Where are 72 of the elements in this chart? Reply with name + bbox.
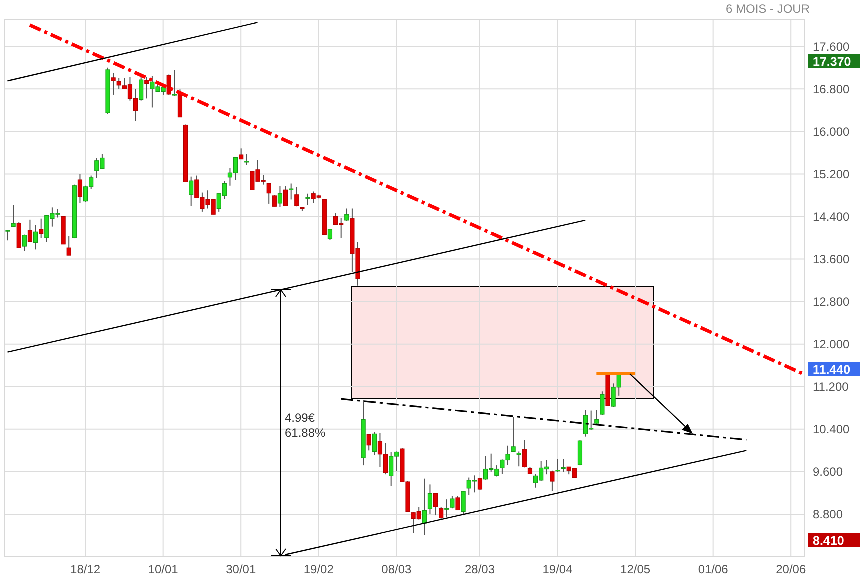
y-tick-label: 16.000: [813, 124, 850, 139]
candlestick: [600, 391, 605, 416]
candlestick: [556, 458, 560, 473]
candlestick: [78, 174, 83, 204]
chart-subtitle: 6 MOIS - JOUR: [726, 2, 810, 16]
candlestick: [33, 224, 38, 250]
candlestick: [306, 193, 310, 206]
annotation: 4.99€: [285, 411, 316, 425]
candlestick: [6, 230, 10, 242]
candlestick: [461, 491, 466, 516]
annotation: 61.88%: [285, 426, 326, 440]
candlestick: [550, 470, 555, 492]
x-tick-label: 18/12: [70, 562, 101, 577]
candlestick: [283, 186, 288, 207]
x-tick-label: 12/05: [620, 562, 651, 577]
candlestick: [422, 478, 427, 536]
candlestick: [561, 458, 566, 473]
y-tick-label: 15.200: [813, 167, 850, 182]
y-tick-label: 13.600: [813, 252, 850, 267]
candlestick: [111, 72, 116, 96]
candlestick: [266, 183, 272, 204]
x-tick-label: 19/04: [542, 562, 574, 577]
candlestick: [39, 218, 44, 238]
y-tick-label: 11.200: [813, 380, 850, 394]
x-tick-label: 28/03: [464, 562, 496, 577]
candlestick: [439, 506, 444, 520]
candlestick: [11, 204, 16, 228]
candlestick: [433, 493, 438, 516]
candlestick: [166, 74, 172, 96]
candlestick: [344, 208, 350, 222]
candlestick: [594, 410, 600, 425]
candlestick: [328, 228, 333, 241]
candlestick: [28, 219, 33, 242]
y-tick-label: 12.800: [813, 295, 850, 310]
candlestick: [116, 78, 122, 90]
x-tick-label: 10/01: [148, 562, 179, 577]
y-tick-label: 16.800: [813, 82, 850, 96]
candlestick: [278, 186, 283, 208]
x-tick-label: 19/02: [304, 562, 334, 577]
x-tick-label: 30/01: [226, 562, 256, 577]
candlestick: [516, 451, 522, 468]
text: 8.410: [813, 534, 844, 548]
candlestick: [578, 440, 583, 466]
candlestick: [428, 484, 433, 515]
candlestick: [522, 440, 527, 468]
text: 11.440: [813, 363, 851, 377]
candlestick: [366, 434, 372, 452]
y-tick-label: 10.400: [813, 422, 850, 437]
x-tick-label: 08/03: [382, 562, 412, 577]
y-tick-label: 14.400: [813, 210, 850, 224]
candlestick: [144, 76, 150, 100]
candlestick: [450, 496, 455, 510]
candlestick: [66, 236, 72, 256]
candlestick: [244, 154, 250, 166]
candlestick: [444, 499, 450, 518]
candlestick: [289, 183, 294, 200]
candlestick: [294, 186, 300, 208]
y-tick-label: 8.800: [813, 508, 844, 522]
candlestick: [239, 148, 244, 160]
y-tick-label: 17.600: [813, 40, 850, 54]
y-tick-label: 12.000: [813, 338, 850, 352]
candlestick: [372, 432, 377, 456]
y-tick-label: 9.600: [813, 465, 844, 480]
candlestick: [456, 496, 460, 511]
candlestick: [189, 176, 194, 207]
text: 17.370: [813, 55, 852, 69]
x-tick-label: 20/06: [776, 562, 806, 577]
candlestick: [172, 70, 177, 97]
candlestick: [22, 234, 27, 252]
candlestick: [511, 416, 516, 452]
candlestick: [139, 76, 144, 102]
x-tick-label: 01/06: [698, 562, 729, 577]
